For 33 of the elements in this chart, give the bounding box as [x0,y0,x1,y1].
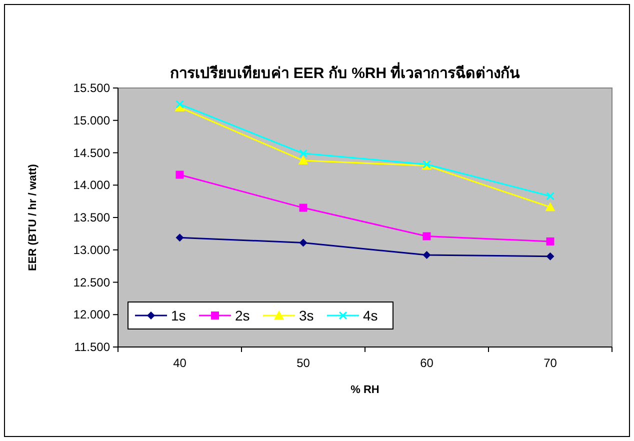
y-tick-label: 13.000 [73,242,110,257]
point [299,238,308,247]
legend-label: 1s [171,308,186,324]
y-tick-label: 15.500 [73,81,110,95]
x-tick-label: 50 [296,356,310,370]
legend-label: 2s [235,308,250,324]
x-axis-title: % RH [350,384,380,396]
x-tick-label: 40 [173,356,187,370]
y-tick-label: 15.000 [73,113,110,128]
point [546,237,554,246]
y-tick-label: 12.000 [73,308,110,322]
legend-label: 4s [363,308,378,324]
y-tick-label: 14.000 [73,178,110,192]
point [299,149,308,158]
point [422,251,431,260]
point [299,204,308,212]
point [545,202,556,212]
x-tick-label: 60 [420,356,434,370]
y-tick-label: 11.500 [74,340,110,354]
y-tick-label: 14.500 [73,146,110,160]
legend-label: 3s [299,308,314,324]
point [176,234,184,242]
x-tick-label: 70 [544,356,558,370]
chart-title: การเปรียบเทียบค่า EER กับ %RH ที่เวลาการฉีดต่างกัน [170,62,521,82]
point [176,170,184,179]
point [176,100,184,108]
point [298,156,308,165]
point [422,232,431,240]
point [546,192,554,200]
y-tick-label: 13.500 [73,210,110,224]
y-tick-label: 12.500 [73,275,110,290]
point [546,252,554,260]
y-axis-title: EER (BTU / hr / watt) [27,164,39,271]
